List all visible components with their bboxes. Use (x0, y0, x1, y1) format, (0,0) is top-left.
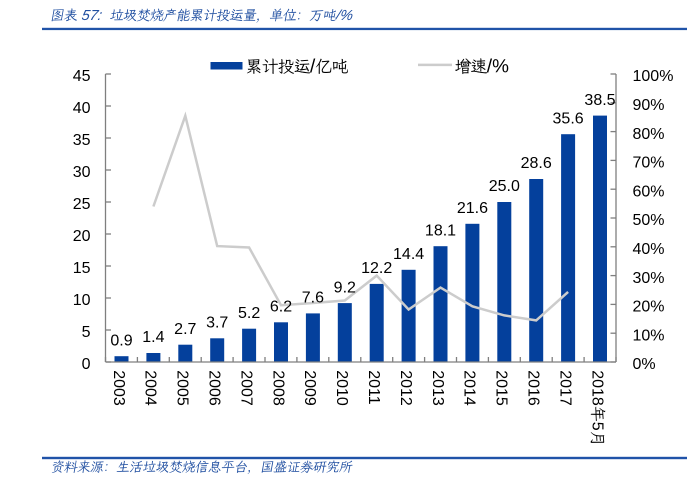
svg-text:0.9: 0.9 (110, 332, 132, 349)
svg-text:6.2: 6.2 (270, 299, 292, 316)
svg-text:25: 25 (73, 196, 91, 213)
svg-text:9.2: 9.2 (334, 279, 356, 296)
svg-text:7.6: 7.6 (302, 290, 324, 307)
svg-text:2018: 2018 (588, 370, 605, 406)
svg-text:1.4: 1.4 (142, 329, 164, 346)
svg-text:35.6: 35.6 (553, 110, 584, 127)
svg-text:2009: 2009 (301, 370, 318, 406)
svg-text:12.2: 12.2 (361, 260, 392, 277)
svg-text:2005: 2005 (174, 370, 191, 406)
svg-text:2013: 2013 (429, 370, 446, 406)
svg-text:5: 5 (588, 422, 605, 431)
svg-text:80%: 80% (633, 126, 665, 143)
svg-text:2014: 2014 (461, 370, 478, 406)
svg-text:2008: 2008 (269, 370, 286, 406)
svg-text:2010: 2010 (333, 370, 350, 406)
svg-text:2007: 2007 (237, 370, 254, 406)
svg-text:40: 40 (73, 100, 91, 117)
svg-text:25.0: 25.0 (489, 178, 520, 195)
svg-text:35: 35 (73, 132, 91, 149)
svg-text:45: 45 (73, 68, 91, 85)
svg-text:2011: 2011 (365, 370, 382, 405)
svg-text:38.5: 38.5 (584, 92, 615, 109)
svg-text:90%: 90% (633, 97, 665, 114)
svg-text:5.2: 5.2 (238, 305, 260, 322)
svg-text:10%: 10% (633, 327, 665, 344)
svg-text:14.4: 14.4 (393, 246, 424, 263)
svg-text:2004: 2004 (142, 370, 159, 406)
svg-text:15: 15 (73, 260, 91, 277)
svg-text:2003: 2003 (110, 370, 127, 406)
svg-text:30: 30 (73, 164, 91, 181)
svg-text:5: 5 (82, 324, 91, 341)
svg-text:21.6: 21.6 (457, 200, 488, 217)
svg-text:20: 20 (73, 228, 91, 245)
svg-text:60%: 60% (633, 183, 665, 200)
svg-text:3.7: 3.7 (206, 315, 228, 332)
svg-text:2017: 2017 (556, 370, 573, 406)
svg-text:70%: 70% (633, 155, 665, 172)
svg-text:2.7: 2.7 (174, 321, 196, 338)
svg-text:50%: 50% (633, 212, 665, 229)
svg-text:2012: 2012 (397, 370, 414, 406)
svg-text:40%: 40% (633, 241, 665, 258)
svg-text:2015: 2015 (493, 370, 510, 406)
svg-text:0%: 0% (633, 356, 656, 373)
svg-text:20%: 20% (633, 299, 665, 316)
svg-text:10: 10 (73, 292, 91, 309)
svg-text:100%: 100% (633, 68, 674, 85)
svg-text:2006: 2006 (206, 370, 223, 406)
svg-text:28.6: 28.6 (521, 155, 552, 172)
svg-text:18.1: 18.1 (425, 222, 456, 239)
svg-text:0: 0 (82, 356, 91, 373)
svg-text:30%: 30% (633, 270, 665, 287)
svg-text:2016: 2016 (525, 370, 542, 406)
